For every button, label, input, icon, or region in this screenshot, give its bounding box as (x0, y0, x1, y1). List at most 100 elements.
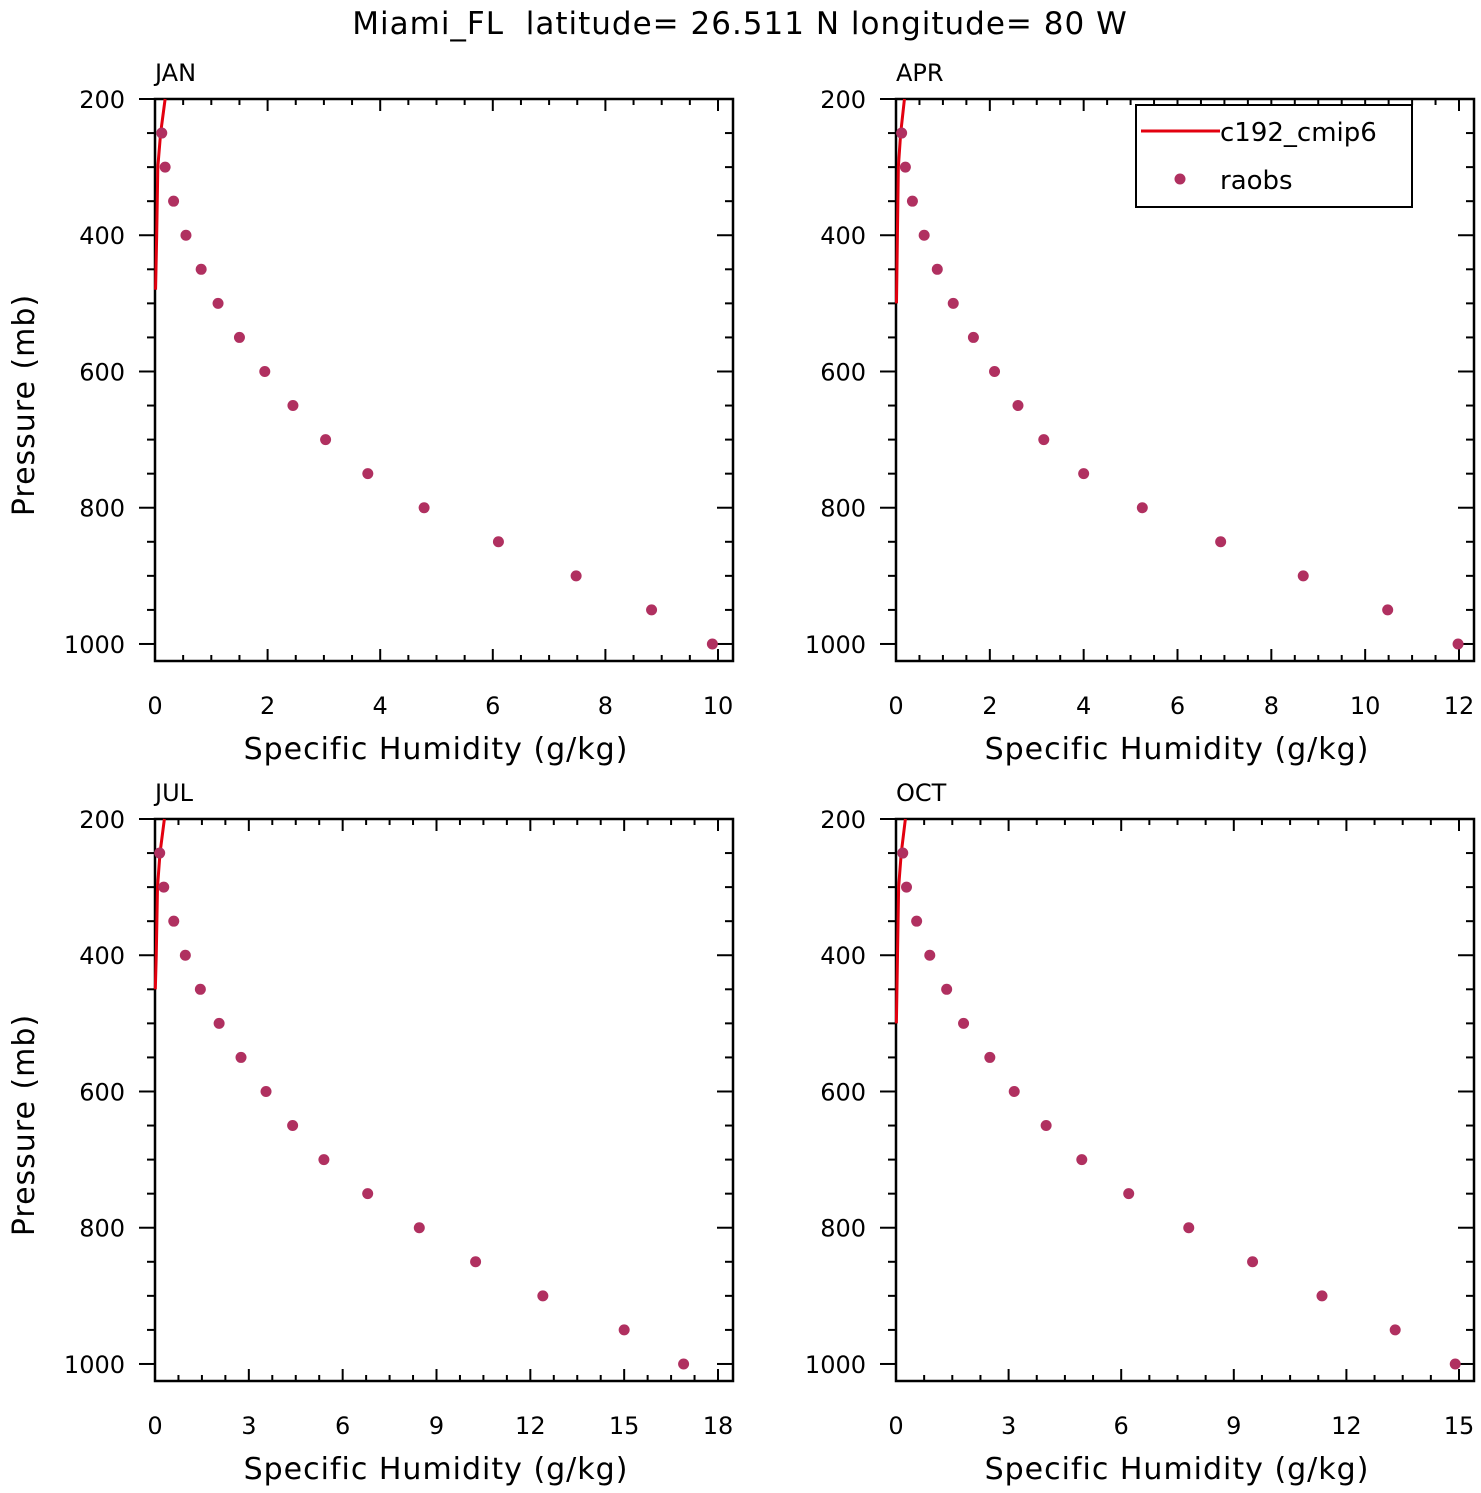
y-tick-label: 400 (79, 942, 125, 970)
x-tick-label: 9 (429, 1412, 444, 1440)
x-tick-label: 6 (335, 1412, 350, 1440)
model-line (894, 818, 907, 1024)
raobs-point (470, 1256, 482, 1268)
x-tick-label: 18 (703, 1412, 734, 1440)
raobs-point (413, 1222, 425, 1234)
raobs-point (168, 195, 180, 207)
y-tick-label: 800 (820, 495, 866, 523)
x-tick-label: 15 (609, 1412, 640, 1440)
raobs-point (911, 915, 923, 927)
raobs-point (362, 1188, 374, 1200)
x-tick-label: 0 (147, 1412, 162, 1440)
x-tick-label: 6 (1170, 692, 1185, 720)
y-tick-label: 400 (79, 222, 125, 250)
y-tick-label: 1000 (64, 1351, 125, 1379)
plot-frame (894, 97, 1476, 663)
y-tick-label: 200 (79, 806, 125, 834)
panel-label: JAN (153, 59, 196, 87)
raobs-point (1382, 604, 1394, 616)
raobs-point (1215, 536, 1227, 548)
x-tick-label: 12 (1444, 692, 1475, 720)
x-tick-label: 0 (147, 692, 162, 720)
raobs-point (1247, 1256, 1259, 1268)
y-tick-label: 600 (820, 1078, 866, 1106)
raobs-point (931, 263, 943, 275)
raobs-point (233, 331, 245, 343)
raobs-point (1297, 570, 1309, 582)
raobs-point (941, 983, 953, 995)
raobs-point (318, 1154, 330, 1166)
x-tick-label: 0 (888, 1412, 903, 1440)
y-tick-label: 1000 (805, 631, 866, 659)
x-tick-label: 0 (888, 692, 903, 720)
x-tick-label: 10 (703, 692, 734, 720)
y-tick-label: 600 (820, 358, 866, 386)
x-tick-label: 4 (1076, 692, 1091, 720)
plot-frame (894, 817, 1476, 1383)
raobs-point (168, 915, 180, 927)
y-tick-label: 200 (820, 806, 866, 834)
raobs-point (947, 297, 959, 309)
x-axis-label: Specific Humidity (g/kg) (244, 732, 629, 767)
raobs-point (896, 127, 908, 139)
raobs-point (958, 1017, 970, 1029)
raobs-point (906, 195, 918, 207)
raobs-point (159, 161, 171, 173)
x-axis-label: Specific Humidity (g/kg) (985, 732, 1370, 767)
raobs-point (287, 400, 299, 412)
raobs-point (1316, 1290, 1328, 1302)
raobs-point (156, 127, 168, 139)
y-tick-label: 600 (79, 1078, 125, 1106)
x-tick-label: 15 (1444, 1412, 1475, 1440)
x-tick-label: 6 (1114, 1412, 1129, 1440)
legend-label-model: c192_cmip6 (1220, 118, 1377, 148)
y-tick-label: 400 (820, 222, 866, 250)
raobs-point (646, 604, 658, 616)
raobs-point (213, 1017, 225, 1029)
y-tick-label: 200 (79, 86, 125, 114)
x-axis-label: Specific Humidity (g/kg) (985, 1452, 1370, 1487)
raobs-point (967, 331, 979, 343)
raobs-point (618, 1324, 630, 1336)
raobs-point (362, 468, 374, 480)
raobs-point (678, 1358, 690, 1370)
raobs-point (1449, 1358, 1461, 1370)
raobs-point (180, 229, 192, 241)
x-tick-label: 6 (485, 692, 500, 720)
x-tick-label: 3 (1001, 1412, 1016, 1440)
figure-title: Miami_FL latitude= 26.511 N longitude= 8… (352, 6, 1127, 42)
y-tick-label: 1000 (805, 1351, 866, 1379)
raobs-point (1452, 638, 1464, 650)
raobs-point (989, 365, 1001, 377)
y-tick-label: 800 (79, 1215, 125, 1243)
raobs-point (260, 1085, 272, 1097)
raobs-point (195, 263, 207, 275)
y-tick-label: 600 (79, 358, 125, 386)
raobs-point (212, 297, 224, 309)
model-line (894, 98, 906, 304)
raobs-point (320, 434, 332, 446)
x-tick-label: 9 (1226, 1412, 1241, 1440)
panel-label: JUL (153, 779, 194, 807)
legend-label-raobs: raobs (1220, 166, 1293, 196)
x-tick-label: 2 (260, 692, 275, 720)
y-axis-label: Pressure (mb) (7, 294, 42, 516)
raobs-point (154, 847, 166, 859)
panel-jan: JAN 0 2 4 6 8 10 200 400 600 800 1000 Specific Humid… (7, 59, 735, 767)
raobs-point (1012, 400, 1024, 412)
raobs-point (570, 570, 582, 582)
y-tick-label: 1000 (64, 631, 125, 659)
x-tick-label: 12 (1331, 1412, 1362, 1440)
legend-marker-swatch (1174, 173, 1186, 185)
raobs-point (1078, 468, 1090, 480)
raobs-point (1008, 1085, 1020, 1097)
raobs-point (899, 161, 911, 173)
model-line (153, 818, 166, 990)
x-tick-label: 4 (373, 692, 388, 720)
x-tick-label: 2 (982, 692, 997, 720)
panel-jul: JUL 0 3 6 9 12 15 18 200 400 600 800 1000 Specific Hu… (7, 779, 735, 1487)
y-tick-label: 800 (79, 495, 125, 523)
raobs-point (706, 638, 718, 650)
y-tick-label: 400 (820, 942, 866, 970)
